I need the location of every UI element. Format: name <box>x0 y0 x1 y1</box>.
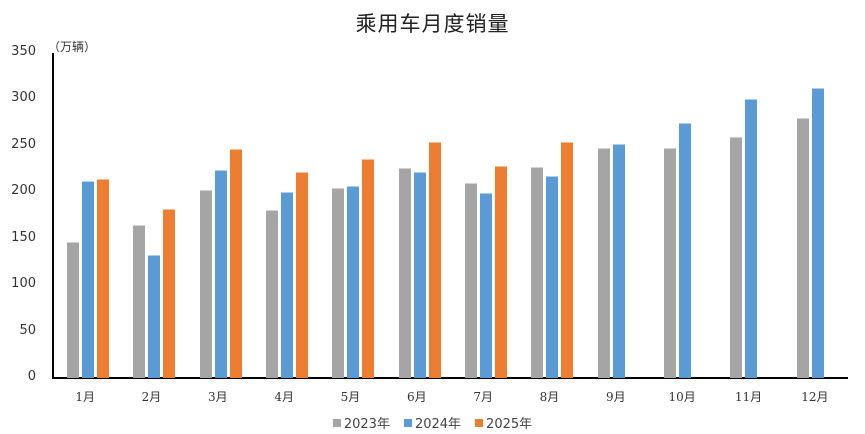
y-tick-label: 300 <box>11 90 36 106</box>
bar-2023-10 <box>664 147 676 378</box>
y-tick-label: 50 <box>19 322 36 338</box>
x-tick-label: 1月 <box>75 390 95 404</box>
y-tick-label: 100 <box>11 276 36 292</box>
bar-2025-8 <box>561 142 574 378</box>
legend-item: 2025年 <box>475 413 532 432</box>
legend-swatch-icon <box>332 418 341 427</box>
legend-item: 2023年 <box>332 413 390 432</box>
legend-swatch-icon <box>475 418 484 427</box>
bar-2025-5 <box>362 158 375 378</box>
bar-2023-9 <box>597 147 610 378</box>
bar-2025-7 <box>495 166 507 378</box>
bar-2024-8 <box>546 175 559 378</box>
legend: 2023年 2024年 2025年 <box>0 413 865 432</box>
x-tick-label: 6月 <box>407 390 427 404</box>
bar-2023-3 <box>199 190 212 378</box>
y-tick-label: 250 <box>11 136 36 152</box>
x-axis-line <box>52 377 848 379</box>
bar-2024-4 <box>281 192 293 378</box>
bar-2023-11 <box>730 136 743 378</box>
bar-2024-3 <box>214 170 227 378</box>
bar-2025-4 <box>296 171 308 378</box>
bar-2024-2 <box>148 254 161 378</box>
bar-2023-5 <box>332 187 345 378</box>
bar-2024-10 <box>679 122 691 378</box>
bar-2025-2 <box>163 209 176 378</box>
bar-2023-2 <box>133 224 146 378</box>
x-tick-label: 2月 <box>141 390 162 404</box>
x-tick-label: 4月 <box>274 390 294 404</box>
x-tick-label: 12月 <box>801 390 829 404</box>
y-tick-label: 200 <box>11 183 36 199</box>
legend-label: 2023年 <box>343 417 390 432</box>
y-axis-unit-label: （万辆） <box>48 40 97 54</box>
x-tick-label: 5月 <box>340 390 361 404</box>
bar-2023-1 <box>67 241 79 378</box>
x-tick-label: 10月 <box>668 390 696 404</box>
bar-2024-9 <box>612 144 625 378</box>
x-tick-label: 7月 <box>473 390 493 404</box>
bar-2023-8 <box>531 167 544 378</box>
bar-2023-4 <box>266 209 278 378</box>
y-axis-line <box>52 53 54 379</box>
legend-label: 2024年 <box>414 417 462 432</box>
y-tick-label: 350 <box>11 44 36 59</box>
legend-label: 2025年 <box>486 417 533 432</box>
legend-swatch-icon <box>403 418 412 427</box>
bar-2025-3 <box>229 148 242 378</box>
x-tick-label: 11月 <box>734 390 763 404</box>
legend-item: 2024年 <box>403 413 462 432</box>
bar-2023-6 <box>398 168 411 378</box>
x-tick-label: 8月 <box>539 390 560 404</box>
y-tick-label: 150 <box>11 229 36 245</box>
bar-2025-1 <box>97 179 109 378</box>
bar-2023-7 <box>465 183 477 378</box>
bar-2024-1 <box>82 181 94 378</box>
bar-2024-6 <box>413 171 426 378</box>
x-tick-label: 3月 <box>208 390 228 404</box>
chart-title: 乘用车月度销量 <box>355 12 510 36</box>
bar-2024-11 <box>745 99 758 378</box>
bar-2023-12 <box>796 118 809 378</box>
y-tick-label: 0 <box>27 369 36 384</box>
bar-2025-6 <box>428 142 441 378</box>
bar-2024-5 <box>347 185 360 378</box>
bar-2024-12 <box>811 88 824 378</box>
x-tick-label: 9月 <box>606 390 626 404</box>
bar-2024-7 <box>480 193 492 378</box>
